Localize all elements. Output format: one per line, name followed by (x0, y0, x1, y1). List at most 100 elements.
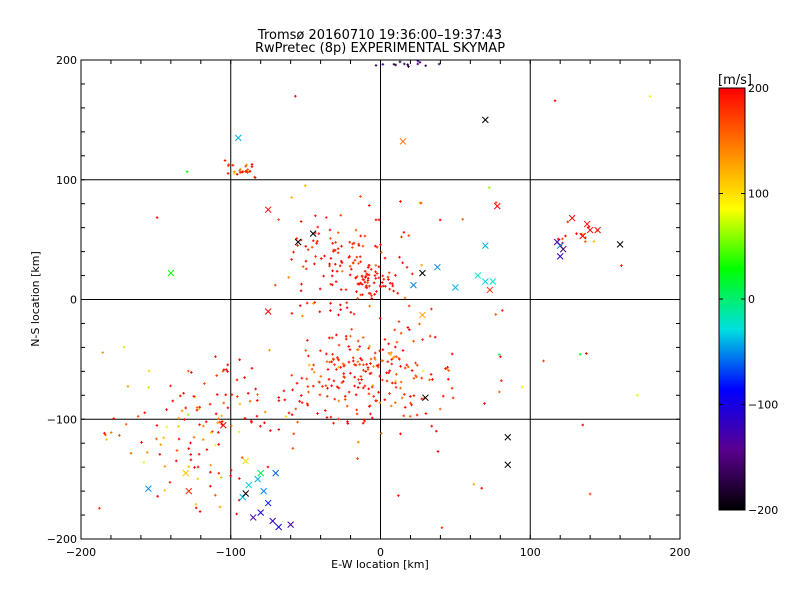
data-point-dot (380, 281, 384, 284)
data-point-dot (333, 397, 337, 401)
data-point-dot (283, 398, 287, 402)
data-point-dot (356, 360, 360, 364)
data-point-dot (313, 262, 316, 266)
data-point-dot (321, 385, 324, 388)
data-point-dot (348, 240, 352, 244)
data-point-dot (312, 370, 316, 374)
data-point-dot (336, 356, 339, 359)
data-point-dot (375, 272, 379, 275)
data-point-dot (387, 342, 390, 346)
data-point-dot (566, 220, 570, 224)
data-point-dot (418, 60, 422, 64)
data-point-dot (291, 447, 295, 450)
data-point-dot (304, 349, 308, 352)
data-point-dot (227, 163, 230, 166)
data-point-dot (362, 418, 366, 422)
data-point-dot (575, 232, 578, 236)
data-point-dot (304, 267, 308, 271)
data-point-dot (379, 285, 383, 289)
data-point-dot (319, 375, 323, 378)
data-point-dot (209, 470, 212, 474)
data-point-dot (292, 250, 295, 254)
data-point-dot (332, 421, 335, 425)
data-point-dot (220, 414, 223, 418)
data-point-dot (318, 393, 322, 397)
data-point-dot (388, 392, 391, 395)
data-point-dot (436, 450, 440, 453)
data-point-dot (129, 451, 133, 455)
data-point-dot (339, 213, 343, 217)
data-point-cross (481, 116, 489, 124)
data-point-dot (383, 256, 387, 260)
data-point-dot (350, 327, 353, 331)
data-point-dot (163, 465, 167, 468)
data-point-dot (331, 353, 334, 356)
data-point-dot (387, 351, 391, 355)
data-point-dot (109, 431, 113, 434)
data-point-dot (379, 243, 382, 247)
data-point-dot (358, 255, 362, 259)
data-point-dot (290, 413, 294, 417)
data-point-dot (187, 465, 191, 468)
data-point-cross (260, 487, 268, 495)
data-point-dot (306, 339, 309, 342)
data-point-dot (307, 354, 310, 358)
data-point-dot (324, 216, 328, 219)
data-point-dot (362, 368, 365, 372)
data-point-dot (226, 406, 230, 410)
data-point-dot (104, 433, 107, 437)
y-tick-label: −100 (47, 413, 77, 426)
data-point-dot (388, 287, 391, 291)
data-point-dot (564, 234, 567, 238)
y-tick-label: 100 (56, 174, 77, 187)
data-point-dot (231, 163, 235, 167)
data-point-dot (155, 424, 159, 427)
data-point-dot (388, 281, 392, 285)
data-point-cross (242, 490, 250, 497)
data-point-dot (334, 262, 337, 266)
data-point-dot (403, 366, 407, 370)
data-point-dot (341, 362, 345, 366)
data-point-dot (177, 416, 180, 420)
data-point-dot (402, 231, 406, 234)
data-point-dot (295, 381, 299, 385)
data-point-dot (363, 419, 366, 423)
data-point-cross (559, 245, 567, 253)
data-point-dot (372, 365, 375, 368)
y-tick-label: 0 (70, 294, 77, 307)
data-point-dot (378, 316, 382, 320)
data-point-dot (403, 296, 407, 300)
data-point-dot (357, 440, 360, 444)
data-point-dot (366, 266, 370, 269)
data-point-dot (316, 225, 320, 229)
data-point-dot (480, 486, 484, 490)
data-point-dot (198, 405, 201, 409)
data-point-cross (242, 457, 250, 465)
data-point-dot (348, 265, 352, 268)
data-point-dot (329, 257, 333, 260)
data-point-dot (339, 259, 343, 263)
data-point-dot (401, 261, 404, 265)
data-point-dot (381, 274, 385, 278)
data-point-dot (578, 352, 582, 356)
data-point-dot (323, 409, 327, 412)
data-point-dot (186, 413, 190, 416)
data-point-dot (325, 416, 329, 419)
data-point-dot (189, 441, 192, 445)
data-point-dot (383, 338, 387, 341)
data-point-dot (328, 228, 332, 232)
data-point-dot (415, 413, 419, 417)
data-point-dot (343, 398, 347, 401)
data-point-dot (428, 378, 431, 382)
data-point-dot (142, 461, 146, 464)
data-point-dot (339, 288, 343, 291)
data-point-dot (235, 512, 238, 516)
data-point-dot (369, 357, 373, 361)
data-point-dot (380, 251, 383, 254)
data-point-dot (487, 186, 491, 189)
colorbar-ticks: 200 100 0 −100 −200 (719, 82, 778, 517)
data-point-dot (230, 393, 234, 397)
data-point-dot (411, 272, 414, 276)
data-point-dot (420, 397, 424, 401)
data-point-dot (335, 385, 339, 389)
